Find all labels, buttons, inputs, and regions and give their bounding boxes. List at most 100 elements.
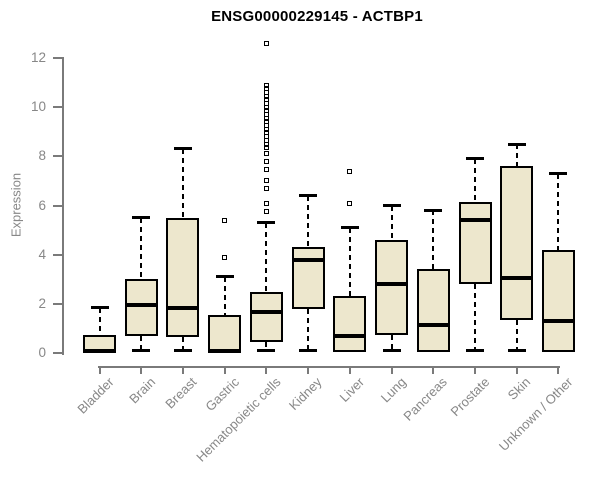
whisker-lower-cap-breast — [173, 349, 192, 353]
x-axis-tick — [474, 367, 477, 374]
box-hematopoietic-cells — [249, 291, 283, 342]
median-line-liver — [333, 333, 367, 338]
y-tick-label: 4 — [38, 246, 46, 262]
x-tick-label-gastric: Gastric — [201, 374, 242, 415]
whisker-upper-prostate — [474, 158, 477, 202]
whisker-upper-liver — [348, 227, 351, 297]
median-line-skin — [500, 276, 534, 281]
whisker-upper-brain — [140, 217, 143, 280]
whisker-upper-unknown-other — [557, 173, 560, 250]
median-line-brain — [124, 303, 158, 308]
whisker-lower-cap-hematopoietic-cells — [257, 349, 276, 353]
y-tick-label: 8 — [38, 148, 46, 164]
whisker-upper-cap-brain — [132, 216, 151, 220]
outlier-point-hematopoietic-cells — [263, 40, 269, 46]
whisker-lower-cap-prostate — [466, 349, 485, 353]
x-axis-tick — [140, 367, 143, 374]
outlier-point-hematopoietic-cells — [263, 82, 269, 88]
whisker-upper-gastric — [223, 276, 226, 315]
box-gastric — [208, 314, 242, 353]
chart-title: ENSG00000229145 - ACTBP1 — [211, 8, 423, 25]
y-tick-label: 10 — [30, 99, 46, 115]
x-axis-tick — [348, 367, 351, 374]
y-tick-label: 6 — [38, 197, 46, 213]
y-axis-tick — [53, 352, 62, 354]
box-breast — [166, 217, 200, 337]
outlier-point-liver — [347, 200, 353, 206]
whisker-lower-prostate — [474, 284, 477, 351]
box-prostate — [458, 201, 492, 285]
whisker-upper-cap-breast — [173, 147, 192, 151]
box-pancreas — [416, 269, 450, 352]
outlier-point-liver — [347, 168, 353, 174]
whisker-lower-cap-brain — [132, 349, 151, 353]
whisker-upper-cap-unknown-other — [549, 172, 568, 176]
x-axis-tick — [307, 367, 310, 374]
whisker-lower-brain — [140, 335, 143, 351]
y-axis-tick — [53, 106, 62, 109]
whisker-upper-kidney — [307, 195, 310, 248]
box-liver — [333, 296, 367, 352]
whisker-upper-lung — [390, 205, 393, 240]
median-line-bladder — [83, 348, 116, 353]
whisker-upper-cap-hematopoietic-cells — [257, 221, 276, 225]
median-line-breast — [166, 305, 200, 310]
median-line-lung — [375, 282, 409, 287]
y-axis-line — [62, 57, 64, 355]
whisker-lower-cap-skin — [507, 349, 526, 353]
x-axis-tick — [181, 367, 184, 374]
x-axis-tick — [557, 367, 560, 374]
whisker-lower-skin — [515, 319, 518, 351]
y-axis-tick — [53, 302, 62, 305]
outlier-point-hematopoietic-cells — [263, 158, 269, 164]
box-kidney — [291, 247, 325, 309]
whisker-upper-cap-lung — [382, 204, 401, 207]
box-brain — [124, 279, 158, 336]
y-axis-tick — [53, 155, 62, 158]
x-tick-label-breast: Breast — [162, 374, 200, 412]
whisker-upper-hematopoietic-cells — [265, 222, 268, 292]
median-line-pancreas — [416, 322, 450, 327]
x-axis-tick — [432, 367, 435, 374]
x-axis-line — [98, 366, 560, 368]
outlier-point-gastric — [222, 217, 228, 223]
y-tick-label: 2 — [38, 295, 46, 311]
x-tick-label-brain: Brain — [126, 374, 159, 407]
x-axis-tick — [515, 367, 518, 374]
whisker-upper-cap-gastric — [215, 275, 234, 279]
whisker-upper-cap-bladder — [90, 306, 109, 310]
box-unknown-other — [541, 249, 575, 352]
y-axis-tick — [53, 253, 62, 256]
outlier-point-hematopoietic-cells — [263, 167, 269, 173]
whisker-lower-cap-kidney — [299, 349, 318, 353]
outlier-point-gastric — [222, 254, 228, 260]
whisker-upper-cap-skin — [507, 142, 526, 146]
whisker-upper-pancreas — [432, 210, 435, 270]
x-tick-label-skin: Skin — [505, 374, 534, 403]
outlier-point-hematopoietic-cells — [263, 151, 269, 157]
y-tick-label: 0 — [38, 345, 46, 360]
x-axis-tick — [98, 367, 101, 374]
x-tick-label-kidney: Kidney — [286, 374, 326, 414]
y-axis-tick — [53, 57, 62, 59]
box-lung — [375, 239, 409, 335]
y-tick-label: 12 — [30, 50, 46, 65]
whisker-upper-cap-prostate — [466, 157, 485, 161]
outlier-point-hematopoietic-cells — [263, 178, 269, 184]
whisker-lower-kidney — [307, 308, 310, 351]
whisker-lower-hematopoietic-cells — [265, 341, 268, 351]
x-tick-label-liver: Liver — [336, 374, 367, 405]
y-axis-tick — [53, 204, 62, 207]
whisker-upper-cap-kidney — [299, 194, 318, 198]
whisker-upper-breast — [181, 148, 184, 218]
x-tick-label-pancreas: Pancreas — [400, 374, 451, 424]
outlier-point-hematopoietic-cells — [263, 185, 269, 191]
median-line-hematopoietic-cells — [249, 310, 283, 315]
whisker-upper-cap-pancreas — [424, 208, 443, 212]
outlier-point-hematopoietic-cells — [263, 209, 269, 215]
whisker-lower-breast — [181, 337, 184, 351]
median-line-prostate — [458, 218, 492, 223]
x-tick-label-bladder: Bladder — [74, 374, 117, 417]
